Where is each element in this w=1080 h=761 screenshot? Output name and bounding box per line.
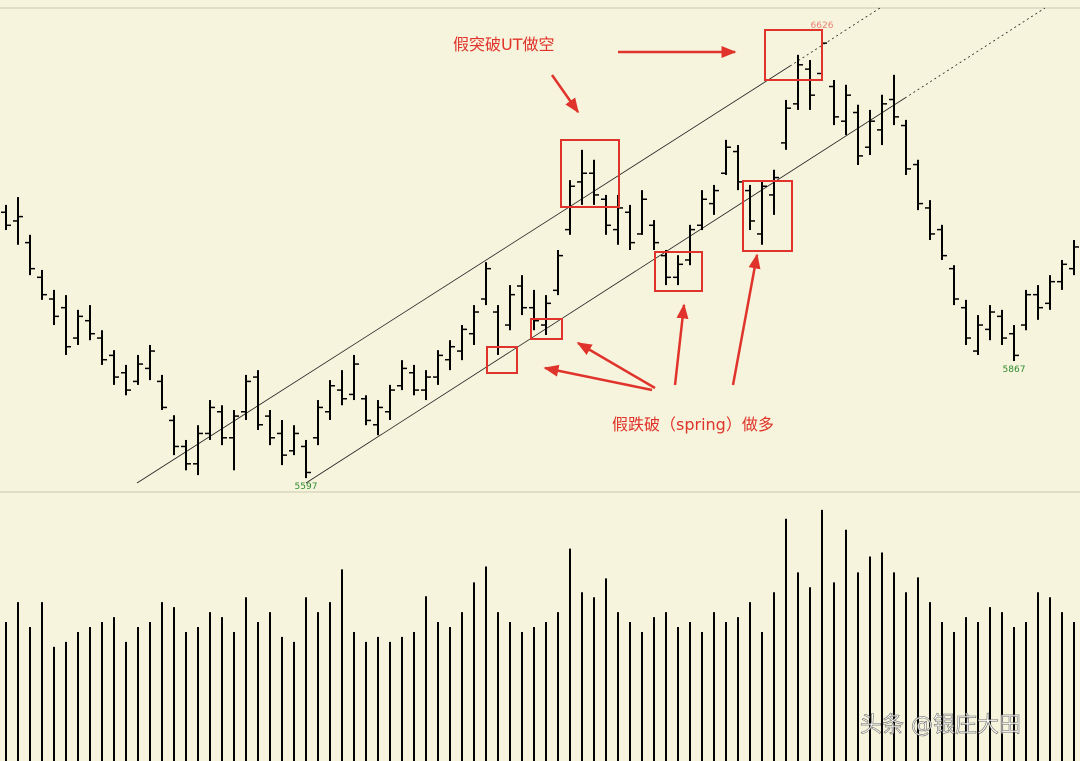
annotation: 假突破UT做空 <box>453 35 555 54</box>
arrow <box>543 364 653 392</box>
watermark: 头条 @银庄大田 <box>860 713 1021 738</box>
point-label: 5867 <box>1003 365 1026 375</box>
highlight-boxes <box>486 29 823 374</box>
arrows <box>543 46 761 392</box>
channel-lower <box>305 97 906 484</box>
arrow <box>673 303 689 386</box>
box <box>764 29 823 81</box>
box <box>742 180 793 252</box>
channel-lower-ext <box>904 7 1046 99</box>
box <box>486 346 518 374</box>
box <box>560 139 620 208</box>
arrow <box>550 74 580 114</box>
box <box>530 318 563 340</box>
channel-upper-ext <box>789 7 881 67</box>
arrow <box>576 341 656 390</box>
marks: 5597 6626 5867 <box>1 21 1079 761</box>
arrow <box>731 253 761 386</box>
point-label: 5597 <box>295 482 318 492</box>
point-label: 6626 <box>811 21 834 31</box>
annotation: 假跌破（spring）做多 <box>612 415 774 434</box>
box <box>654 251 703 292</box>
